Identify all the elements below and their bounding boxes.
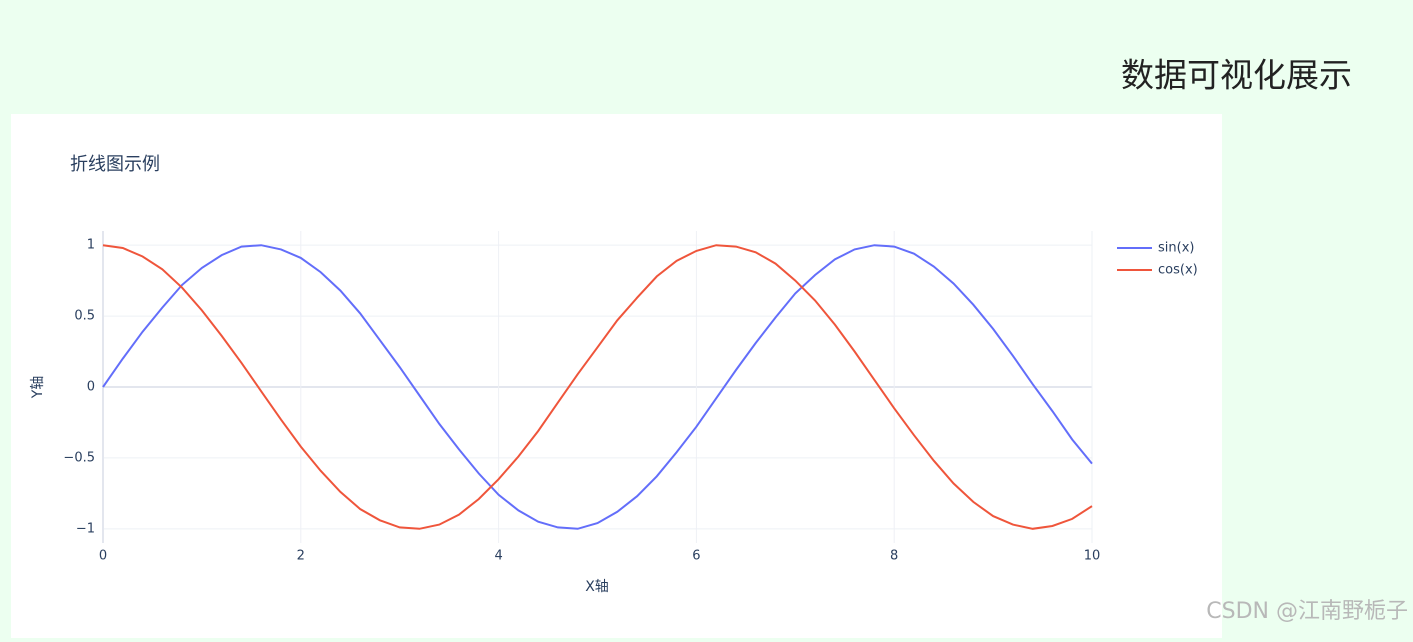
- chart-title: 折线图示例: [70, 154, 160, 175]
- x-axis-title: X轴: [585, 579, 609, 595]
- x-tick-label: 0: [99, 549, 107, 564]
- y-axis-title: Y轴: [30, 376, 46, 400]
- y-tick-label: −0.5: [63, 450, 95, 465]
- legend-label: cos(x): [1158, 263, 1198, 278]
- y-tick-label: 0: [87, 380, 95, 395]
- x-tick-label: 4: [494, 549, 502, 564]
- y-tick-label: −1: [76, 521, 95, 536]
- x-tick-label: 10: [1084, 549, 1101, 564]
- x-tick-label: 6: [692, 549, 700, 564]
- y-tick-label: 0.5: [74, 309, 95, 324]
- watermark: CSDN @江南野栀子: [1206, 599, 1408, 624]
- x-tick-label: 8: [890, 549, 898, 564]
- y-tick-label: 1: [87, 238, 95, 253]
- x-tick-label: 2: [297, 549, 305, 564]
- line-series: [102, 244, 1093, 530]
- legend-label: sin(x): [1158, 241, 1194, 256]
- chart-panel: [11, 114, 1222, 638]
- page-header: 数据可视化展示: [1121, 56, 1352, 95]
- line-series: [102, 244, 1093, 530]
